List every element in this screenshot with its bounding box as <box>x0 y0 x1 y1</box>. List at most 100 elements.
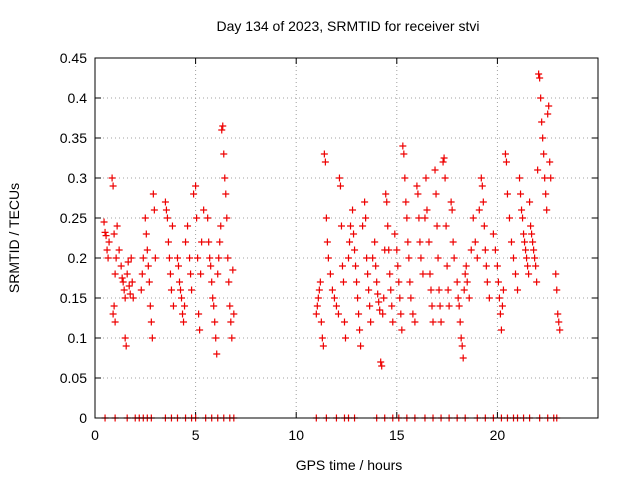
data-point <box>149 190 157 198</box>
data-point <box>543 206 551 214</box>
data-point <box>517 190 525 198</box>
data-point <box>527 222 535 230</box>
y-tick-label: 0.45 <box>60 50 87 66</box>
data-point <box>113 222 121 230</box>
data-point <box>357 342 365 350</box>
data-point <box>524 262 532 270</box>
data-point <box>547 174 555 182</box>
data-point <box>354 294 362 302</box>
y-tick-label: 0.05 <box>60 370 87 386</box>
data-point <box>314 294 322 302</box>
data-point <box>455 302 463 310</box>
data-point <box>481 246 489 254</box>
data-point <box>137 286 145 294</box>
data-point <box>539 134 547 142</box>
y-tick-label: 0 <box>79 410 87 426</box>
data-point <box>215 254 223 262</box>
data-point <box>188 286 196 294</box>
data-point <box>224 254 232 262</box>
data-point <box>178 294 186 302</box>
data-point <box>518 206 526 214</box>
data-point <box>471 238 479 246</box>
data-point <box>103 246 111 254</box>
data-point <box>122 342 130 350</box>
data-point <box>409 310 417 318</box>
data-point <box>339 278 347 286</box>
data-point <box>469 214 477 222</box>
data-point <box>332 302 340 310</box>
data-point <box>374 290 382 298</box>
data-point <box>336 182 344 190</box>
data-point <box>536 74 544 82</box>
data-point <box>318 334 326 342</box>
data-point <box>346 238 354 246</box>
y-axis-title: SRMTID / TECUs <box>6 183 22 293</box>
data-point <box>216 238 224 246</box>
data-point <box>552 270 560 278</box>
data-point <box>367 318 375 326</box>
data-point <box>167 286 175 294</box>
data-point <box>448 206 456 214</box>
data-point <box>507 238 515 246</box>
data-point <box>400 150 408 158</box>
x-axis-title: GPS time / hours <box>296 457 403 473</box>
data-point <box>401 174 409 182</box>
data-point <box>217 222 225 230</box>
data-point <box>501 150 509 158</box>
data-point <box>121 294 129 302</box>
data-point <box>544 110 552 118</box>
data-point <box>493 262 501 270</box>
data-point <box>187 270 195 278</box>
data-point <box>210 302 218 310</box>
data-point <box>461 270 469 278</box>
data-point <box>394 262 402 270</box>
chart-title: Day 134 of 2023, SRMTID for receiver stv… <box>217 18 480 34</box>
data-point <box>393 246 401 254</box>
data-point <box>540 150 548 158</box>
data-point <box>505 214 513 222</box>
data-point <box>321 158 329 166</box>
data-point <box>362 214 370 222</box>
data-point <box>475 206 483 214</box>
data-point <box>169 302 177 310</box>
x-tick-label: 20 <box>490 427 506 443</box>
data-point <box>444 286 452 294</box>
data-point <box>341 334 349 342</box>
x-tick-label: 5 <box>192 427 200 443</box>
data-point <box>467 246 475 254</box>
data-point <box>514 286 522 294</box>
data-point <box>522 246 530 254</box>
data-point <box>213 350 221 358</box>
data-point <box>429 318 437 326</box>
data-point <box>456 318 464 326</box>
data-point <box>356 326 364 334</box>
data-point <box>222 190 230 198</box>
data-point <box>223 214 231 222</box>
data-point <box>148 334 156 342</box>
data-point <box>347 222 355 230</box>
data-point <box>312 310 320 318</box>
data-point <box>537 94 545 102</box>
data-point <box>389 318 397 326</box>
data-point <box>128 278 136 286</box>
data-point <box>226 302 234 310</box>
data-point <box>431 166 439 174</box>
data-point <box>442 222 450 230</box>
data-point <box>200 206 208 214</box>
data-point <box>478 182 486 190</box>
data-point <box>345 254 353 262</box>
data-point <box>498 302 506 310</box>
data-point <box>111 318 119 326</box>
data-point <box>396 294 404 302</box>
data-point <box>422 174 430 182</box>
data-point <box>338 262 346 270</box>
data-point <box>462 262 470 270</box>
data-point <box>449 238 457 246</box>
data-point <box>195 310 203 318</box>
data-point <box>150 206 158 214</box>
data-point <box>541 174 549 182</box>
y-tick-label: 0.1 <box>68 330 88 346</box>
data-point <box>121 334 129 342</box>
data-point <box>525 270 533 278</box>
